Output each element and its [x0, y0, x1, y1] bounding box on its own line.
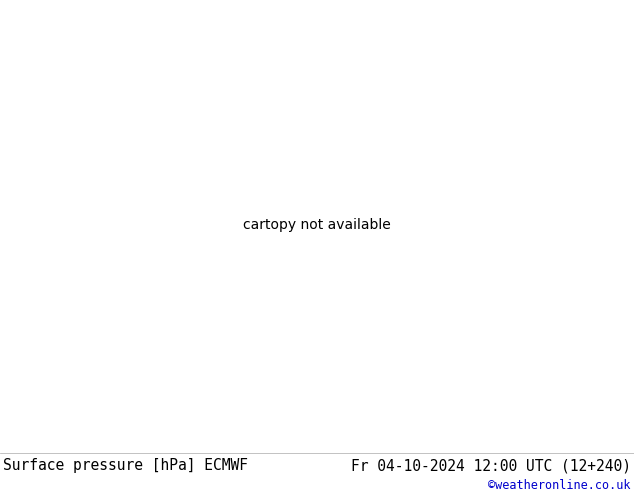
Text: ©weatheronline.co.uk: ©weatheronline.co.uk	[488, 479, 631, 490]
Text: Surface pressure [hPa] ECMWF: Surface pressure [hPa] ECMWF	[3, 458, 248, 473]
Text: Fr 04-10-2024 12:00 UTC (12+240): Fr 04-10-2024 12:00 UTC (12+240)	[351, 458, 631, 473]
Text: cartopy not available: cartopy not available	[243, 219, 391, 232]
